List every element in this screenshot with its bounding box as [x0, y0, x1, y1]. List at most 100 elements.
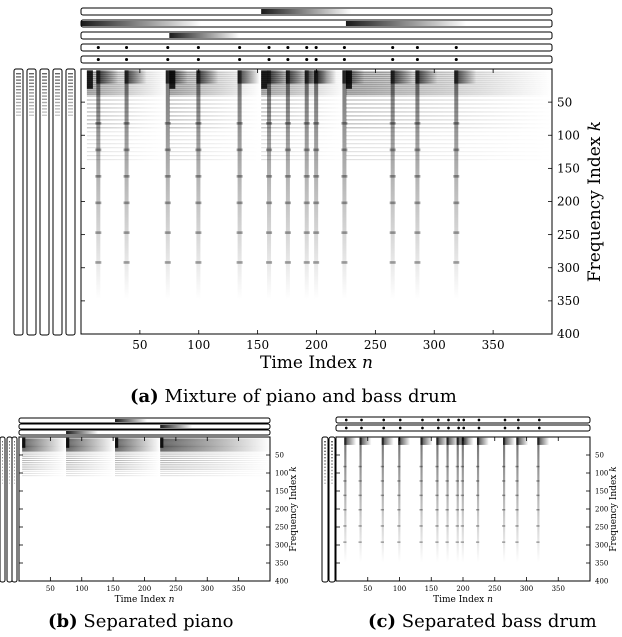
panel-b: 50 100 150 200 250 300 350 50 100 150 200 250 300 350… [0, 417, 299, 605]
x-tick-label: 350 [552, 585, 565, 593]
template-mark [331, 441, 333, 443]
piano-partial [115, 464, 161, 466]
drum-streak [381, 437, 384, 563]
template-mark [55, 101, 60, 104]
template-mark [331, 473, 333, 475]
activation-dot [503, 426, 507, 430]
template-mark [14, 441, 15, 443]
template-mark [16, 89, 21, 91]
piano-partial [66, 439, 116, 441]
activation-dot [342, 57, 346, 62]
piano-partial [160, 473, 270, 474]
drum-streak [96, 70, 101, 300]
activation-dot [382, 418, 386, 422]
activation-dot [447, 418, 450, 422]
drum-resonance [435, 525, 439, 527]
template-mark [9, 463, 10, 465]
activation-dot [305, 57, 309, 62]
activation-row [18, 423, 271, 430]
drum-onset [436, 437, 449, 445]
drum-resonance [397, 525, 401, 527]
piano-partial [169, 115, 262, 117]
template-mark [324, 457, 326, 459]
drum-resonance [435, 509, 439, 511]
activation-mark [261, 9, 352, 14]
drum-onset [390, 70, 413, 84]
template-mark [331, 453, 333, 456]
piano-partial [115, 439, 161, 441]
panel-a: 50 100 150 200 250 300 350 50 100 150 200 250 300 350… [13, 7, 605, 373]
drum-resonance [164, 175, 171, 178]
drum-resonance [453, 122, 460, 125]
x-tick-label: 250 [488, 585, 501, 593]
drum-resonance [343, 465, 347, 468]
drum-resonance [343, 525, 347, 527]
y-tick-label: 400 [275, 577, 288, 585]
template-mark [2, 466, 3, 468]
piano-partial [169, 155, 262, 157]
piano-partial [160, 453, 270, 455]
drum-resonance [284, 231, 291, 234]
y-tick-label: 50 [275, 451, 284, 459]
drum-resonance [414, 175, 421, 178]
piano-onset [66, 437, 70, 448]
template-mark [324, 447, 326, 449]
template-mark [324, 469, 326, 472]
drum-resonance [236, 148, 243, 152]
piano-partial [22, 446, 67, 447]
piano-partial [345, 93, 552, 95]
template-mark [2, 479, 3, 481]
piano-partial [169, 147, 262, 149]
drum-onset [503, 437, 515, 445]
template-mark [2, 447, 3, 449]
template-mark [331, 476, 333, 478]
drum-resonance [515, 525, 519, 527]
template-mark [324, 460, 326, 462]
drum-resonance [455, 494, 459, 497]
activation-dot [398, 418, 402, 422]
piano-partial [22, 466, 67, 468]
drum-resonance [445, 509, 449, 511]
piano-partial [169, 87, 262, 89]
drum-resonance [515, 541, 519, 543]
x-tick-label: 150 [106, 585, 119, 593]
template-mark [42, 85, 47, 88]
template-mark [29, 73, 34, 75]
drum-onset [96, 70, 119, 84]
piano-partial [115, 470, 161, 472]
activation-dot [314, 45, 318, 50]
piano-partial [345, 87, 552, 89]
y-tick-label: 100 [557, 128, 580, 142]
drum-streak [304, 70, 309, 300]
piano-partial [66, 451, 116, 453]
piano-partial [160, 447, 270, 449]
activation-dot [125, 45, 129, 50]
piano-partial [169, 99, 262, 101]
piano-partial [160, 446, 270, 447]
drum-resonance [343, 541, 347, 543]
y-tick-label: 350 [557, 294, 580, 308]
drum-resonance [419, 494, 423, 497]
drum-resonance [475, 480, 480, 482]
drum-resonance [343, 494, 347, 497]
piano-partial [22, 450, 67, 452]
piano-partial [160, 455, 270, 457]
piano-onset [160, 437, 164, 448]
piano-partial [22, 439, 67, 441]
template-mark [29, 85, 34, 88]
y-tick-label: 300 [275, 541, 288, 549]
piano-partial [66, 466, 116, 468]
activation-dot [537, 426, 541, 430]
drum-resonance [123, 148, 130, 152]
piano-partial [261, 91, 346, 93]
activation-row [80, 31, 553, 40]
drum-resonance [460, 494, 464, 497]
piano-partial [261, 119, 346, 121]
drum-resonance [445, 541, 449, 543]
drum-resonance [341, 201, 348, 205]
template-mark [2, 444, 3, 446]
panel-label-a: (a) [130, 386, 159, 407]
piano-partial [115, 462, 161, 464]
y-axis-variable: k [609, 466, 619, 471]
drum-streak [446, 437, 449, 563]
